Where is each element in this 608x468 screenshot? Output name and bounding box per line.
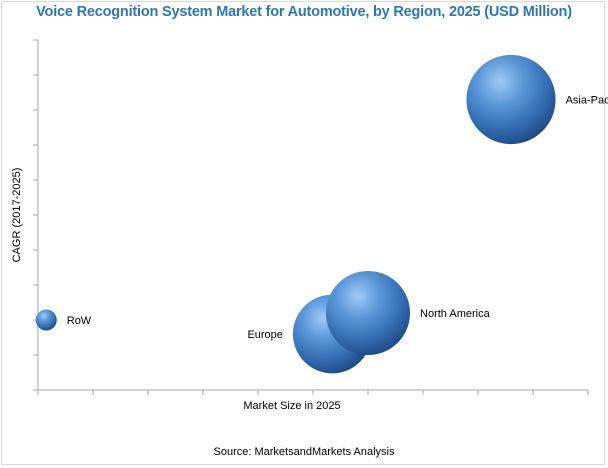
bubble-label: Europe xyxy=(247,329,282,341)
chart-title: Voice Recognition System Market for Auto… xyxy=(36,4,572,20)
bubble-mark xyxy=(35,309,57,331)
x-axis-label: Market Size in 2025 xyxy=(243,400,341,412)
bubble-north-america: North America xyxy=(325,270,491,356)
bubble-mark xyxy=(325,270,411,356)
bubble-label: North America xyxy=(420,308,491,320)
bubbles: RoW Europe North America Asia-Pacific xyxy=(35,54,608,374)
bubble-asia-pacific: Asia-Pacific xyxy=(466,54,608,145)
axes xyxy=(33,39,589,395)
bubble-label: RoW xyxy=(67,315,92,327)
source-note: Source: MarketsandMarkets Analysis xyxy=(213,446,395,458)
bubble-label: Asia-Pacific xyxy=(566,95,608,107)
bubble-mark xyxy=(466,54,556,145)
bubble-row: RoW xyxy=(35,309,92,331)
